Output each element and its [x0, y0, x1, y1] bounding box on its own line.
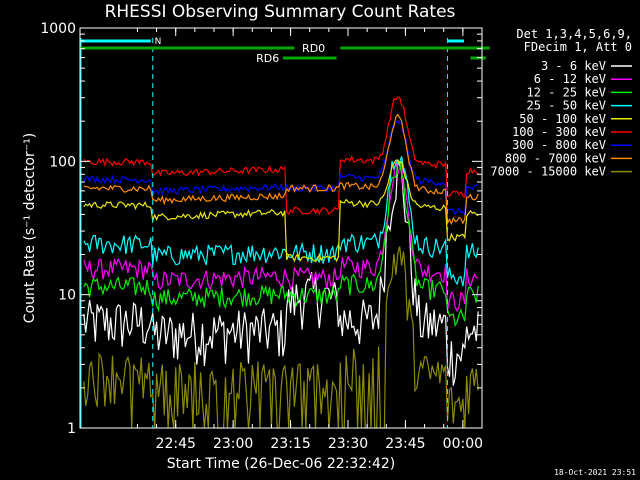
series-line-2 [83, 161, 479, 328]
series-line-3 [83, 156, 479, 287]
x-axis-label: Start Time (26-Dec-06 22:32:42) [167, 456, 395, 472]
series-line-5 [83, 96, 479, 216]
legend-label: 12 - 25 keV [527, 85, 606, 99]
flag-label-n: N [155, 37, 162, 47]
legend-label: 800 - 7000 keV [505, 151, 606, 165]
x-tick-label: 23:15 [270, 436, 310, 452]
flag-bars: N RD0 RD6 [80, 37, 490, 428]
legend-label: 6 - 12 keV [534, 72, 606, 86]
series-line-7 [83, 113, 479, 226]
legend-label: 7000 - 15000 keV [490, 165, 606, 179]
flag-label-rd6: RD6 [256, 52, 279, 65]
x-tick-label: 23:30 [328, 436, 368, 452]
x-tick-label: 00:00 [443, 436, 483, 452]
series-line-0 [83, 160, 479, 386]
series-line-1 [83, 160, 479, 312]
y-axis-label: Count Rate (s⁻¹ detector⁻¹) [22, 133, 38, 323]
legend-label: 25 - 50 keV [527, 99, 606, 113]
series-lines [83, 96, 479, 429]
x-tick-label: 23:00 [213, 436, 253, 452]
timestamp: 18-Oct-2021 23:51 [554, 468, 636, 477]
x-tick-label: 22:45 [156, 436, 196, 452]
axes: 22:45 23:00 23:15 23:30 23:45 00:00 1 10 100 1000 [40, 21, 483, 452]
y-tick-label: 1 [67, 421, 76, 437]
y-tick-label: 100 [49, 154, 76, 170]
plot-frame [79, 27, 483, 429]
legend-label: 3 - 6 keV [541, 59, 606, 73]
series-line-8 [83, 246, 479, 429]
y-tick-label: 1000 [40, 21, 76, 37]
flag-label-rd0: RD0 [302, 42, 325, 55]
legend-label: 300 - 800 keV [512, 138, 606, 152]
series-line-6 [83, 121, 479, 217]
legend-label: 50 - 100 keV [519, 112, 606, 126]
legend-header-line-2: FDecim 1, Att 0 [524, 40, 632, 54]
chart-title: RHESSI Observing Summary Count Rates [105, 2, 456, 22]
legend-label: 100 - 300 keV [512, 125, 606, 139]
x-tick-label: 23:45 [385, 436, 425, 452]
legend-header-line-1: Det 1,3,4,5,6,9, [516, 27, 632, 41]
y-tick-label: 10 [58, 288, 76, 304]
series-line-4 [83, 159, 479, 263]
